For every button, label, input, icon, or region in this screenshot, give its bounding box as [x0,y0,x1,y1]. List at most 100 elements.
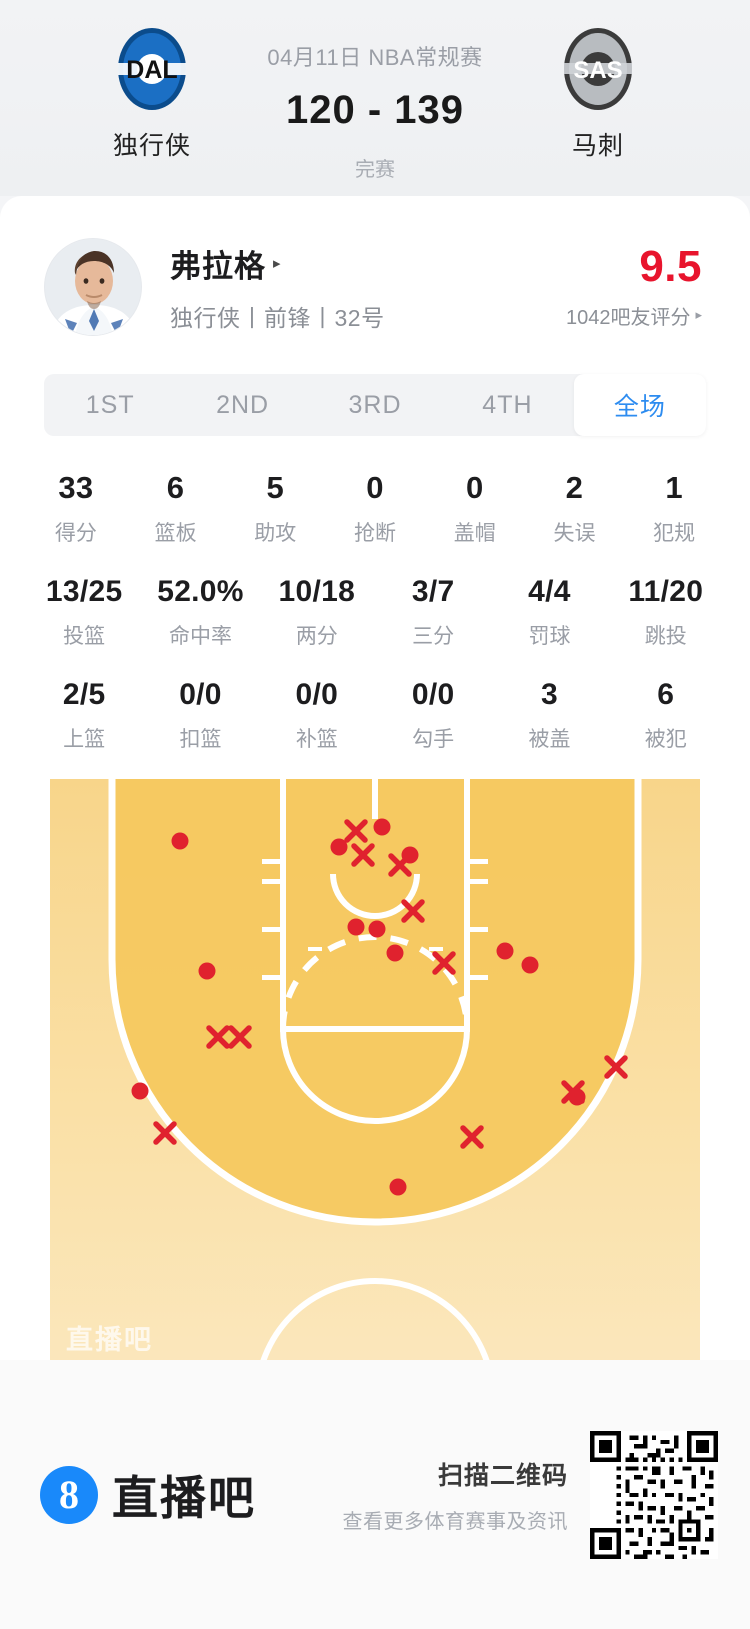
stat-cell-篮板: 6 篮板 [126,470,226,547]
stat-value: 0/0 [179,678,222,711]
scan-title: 扫描二维码 [437,1461,568,1490]
stat-value: 33 [58,470,94,505]
match-header: DAL 独行侠 04月11日 NBA常规赛 120 - 139 完赛 SAS 马… [0,0,750,196]
stat-cell-抢断: 0 抢断 [325,470,425,547]
chevron-right-small-icon: ▸ [695,307,702,322]
rating-count-label[interactable]: 1042吧友评分 ▸ [566,301,702,330]
stat-label: 三分 [412,625,455,648]
tab-1st[interactable]: 1ST [85,390,135,419]
stat-label: 抢断 [354,522,397,545]
brand-logo[interactable]: 8 直播吧 [40,1462,256,1528]
footer: 8 直播吧 扫描二维码 查看更多体育赛事及资讯 [0,1360,750,1629]
stat-cell-失误: 2 失误 [525,470,625,547]
away-team-name: 马刺 [571,132,624,160]
player-rating: 9.5 [639,241,702,291]
shot-marker-made [401,846,419,864]
sas-logo-icon: SAS [555,26,641,112]
player-row[interactable]: 弗拉格 ▸ 独行侠丨前锋丨32号 9.5 1042吧友评分 ▸ [0,196,750,336]
qr-code-icon[interactable] [590,1430,718,1559]
made-shots-layer [131,818,586,1196]
stat-cell-助攻: 5 助攻 [225,470,325,547]
stat-cell-跳投: 11/20 跳投 [608,575,724,650]
rating-block[interactable]: 9.5 1042吧友评分 ▸ [566,241,706,330]
stat-label: 被犯 [644,728,687,751]
stat-value: 3 [540,678,558,711]
stat-value: 13/25 [45,575,123,608]
stat-value: 0/0 [295,678,339,711]
shot-marker-made [368,920,386,938]
stat-value: 3/7 [411,575,455,608]
shot-marker-missed [351,843,375,867]
stat-label: 盖帽 [453,522,496,545]
stat-label: 投篮 [63,625,106,648]
stat-label: 被盖 [528,728,571,751]
tab-3rd[interactable]: 3RD [348,390,402,419]
chevron-right-icon[interactable]: ▸ [273,255,281,272]
shot-marker-missed [344,819,368,843]
stat-value: 10/18 [278,575,356,608]
stat-label: 补篮 [295,728,338,751]
shot-marker-missed [401,899,425,923]
home-team[interactable]: DAL 独行侠 [62,26,242,162]
stat-value: 6 [657,678,675,711]
scan-subtitle: 查看更多体育赛事及资讯 [342,1510,568,1533]
shot-marker-made [521,956,539,974]
player-team-position-number: 独行侠丨前锋丨32号 [170,305,385,331]
stat-label: 失误 [553,522,596,545]
stat-value: 11/20 [628,575,704,608]
brand-mark-icon: 8 [40,1465,98,1524]
stat-value: 2 [565,470,584,505]
stat-cell-三分: 3/7 三分 [375,575,491,650]
period-tabs[interactable]: 1ST 2ND 3RD 4TH 全场 [44,374,707,436]
tab-2nd[interactable]: 2ND [216,390,270,419]
stat-value: 2/5 [62,678,106,711]
shot-marker-made [330,838,348,856]
player-avatar [44,238,142,336]
shot-marker-missed [206,1025,230,1049]
match-summary: 04月11日 NBA常规赛 120 - 139 完赛 [242,26,508,182]
stat-value: 0/0 [411,678,455,711]
shot-chart[interactable]: 直播吧 [50,779,700,1360]
stat-cell-得分: 33 得分 [26,470,126,547]
svg-text:SAS: SAS [573,57,622,84]
stat-value: 52.0% [157,575,244,608]
player-meta: 弗拉格 ▸ 独行侠丨前锋丨32号 [170,241,566,333]
stat-cell-投篮: 13/25 投篮 [26,575,142,650]
court-watermark: 直播吧 [66,1325,153,1355]
match-status: 完赛 [355,159,395,181]
match-title: 04月11日 NBA常规赛 [267,45,483,70]
shot-marker-made [347,918,365,936]
stat-value: 0 [465,470,484,505]
stat-cell-犯规: 1 犯规 [624,470,724,547]
brand-name: 直播吧 [112,1471,256,1524]
svg-text:DAL: DAL [126,56,177,84]
tab-4th[interactable]: 4TH [482,390,533,419]
tab-全场[interactable]: 全场 [573,374,707,436]
shot-marker-made [496,942,514,960]
stat-cell-被盖: 3 被盖 [491,678,607,753]
stat-label: 助攻 [254,522,297,545]
stat-cell-扣篮: 0/0 扣篮 [142,678,258,753]
shot-marker-missed [228,1025,252,1049]
shot-marker-made [386,944,404,962]
player-name: 弗拉格 [170,249,266,284]
stat-cell-被犯: 6 被犯 [608,678,724,753]
shot-marker-missed [432,951,456,975]
stat-label: 跳投 [644,625,687,648]
away-team[interactable]: SAS 马刺 [508,26,688,162]
stats-row-detail: 2/5 上篮 0/0 扣篮 0/0 补篮 0/0 勾手 3 被盖 6 被犯 [26,678,724,753]
rating-count-text: 1042吧友评分 [565,306,691,329]
shot-marker-made [568,1088,586,1106]
stat-cell-补篮: 0/0 补篮 [259,678,375,753]
stat-cell-盖帽: 0 盖帽 [425,470,525,547]
stat-value: 0 [366,470,384,505]
stat-label: 得分 [54,522,97,545]
dal-logo-icon: DAL [109,26,195,112]
shot-marker-missed [153,1121,177,1145]
stat-cell-罚球: 4/4 罚球 [491,575,607,650]
shot-marker-made [389,1178,407,1196]
shot-marker-made [171,832,189,850]
player-stats-card: 弗拉格 ▸ 独行侠丨前锋丨32号 9.5 1042吧友评分 ▸ 1ST 2ND 3R… [0,196,750,1360]
shot-chart-svg [50,779,700,1360]
